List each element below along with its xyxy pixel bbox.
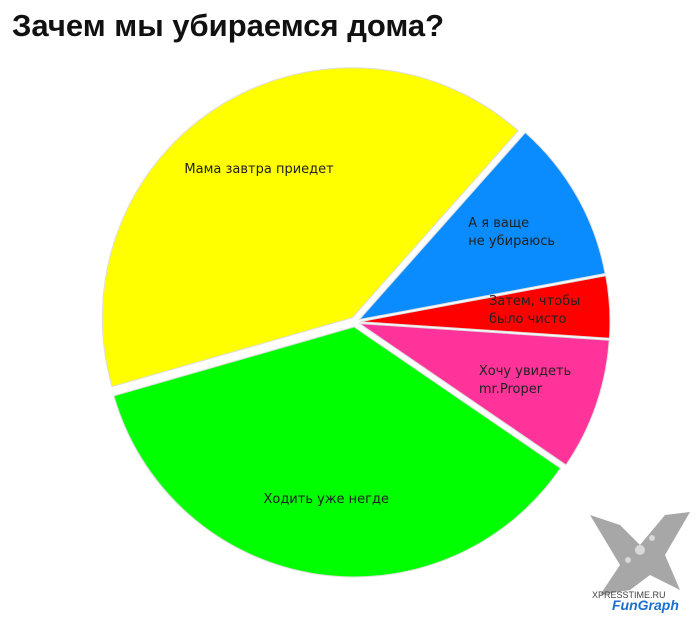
slice-label: А я ваще не убираюсь bbox=[468, 216, 556, 250]
slice-label: Хочу увидеть mr.Proper bbox=[478, 363, 572, 397]
watermark-brand: FunGraph bbox=[612, 597, 679, 613]
logo bbox=[590, 512, 690, 595]
pie-slice bbox=[357, 323, 610, 466]
slice-label: Затем, чтобы было чисто bbox=[488, 294, 581, 328]
watermark-site: XPRESSTIME.RU bbox=[592, 590, 666, 600]
chart-title: Зачем мы убираемся дома? bbox=[12, 8, 445, 43]
pie-slice bbox=[358, 131, 606, 321]
pie-slice bbox=[101, 67, 520, 388]
slice-label: Мама завтра приедет bbox=[184, 161, 334, 177]
pie-slice bbox=[113, 326, 562, 578]
pie-slice bbox=[359, 275, 611, 339]
slice-label: Ходить уже негде bbox=[263, 491, 389, 507]
